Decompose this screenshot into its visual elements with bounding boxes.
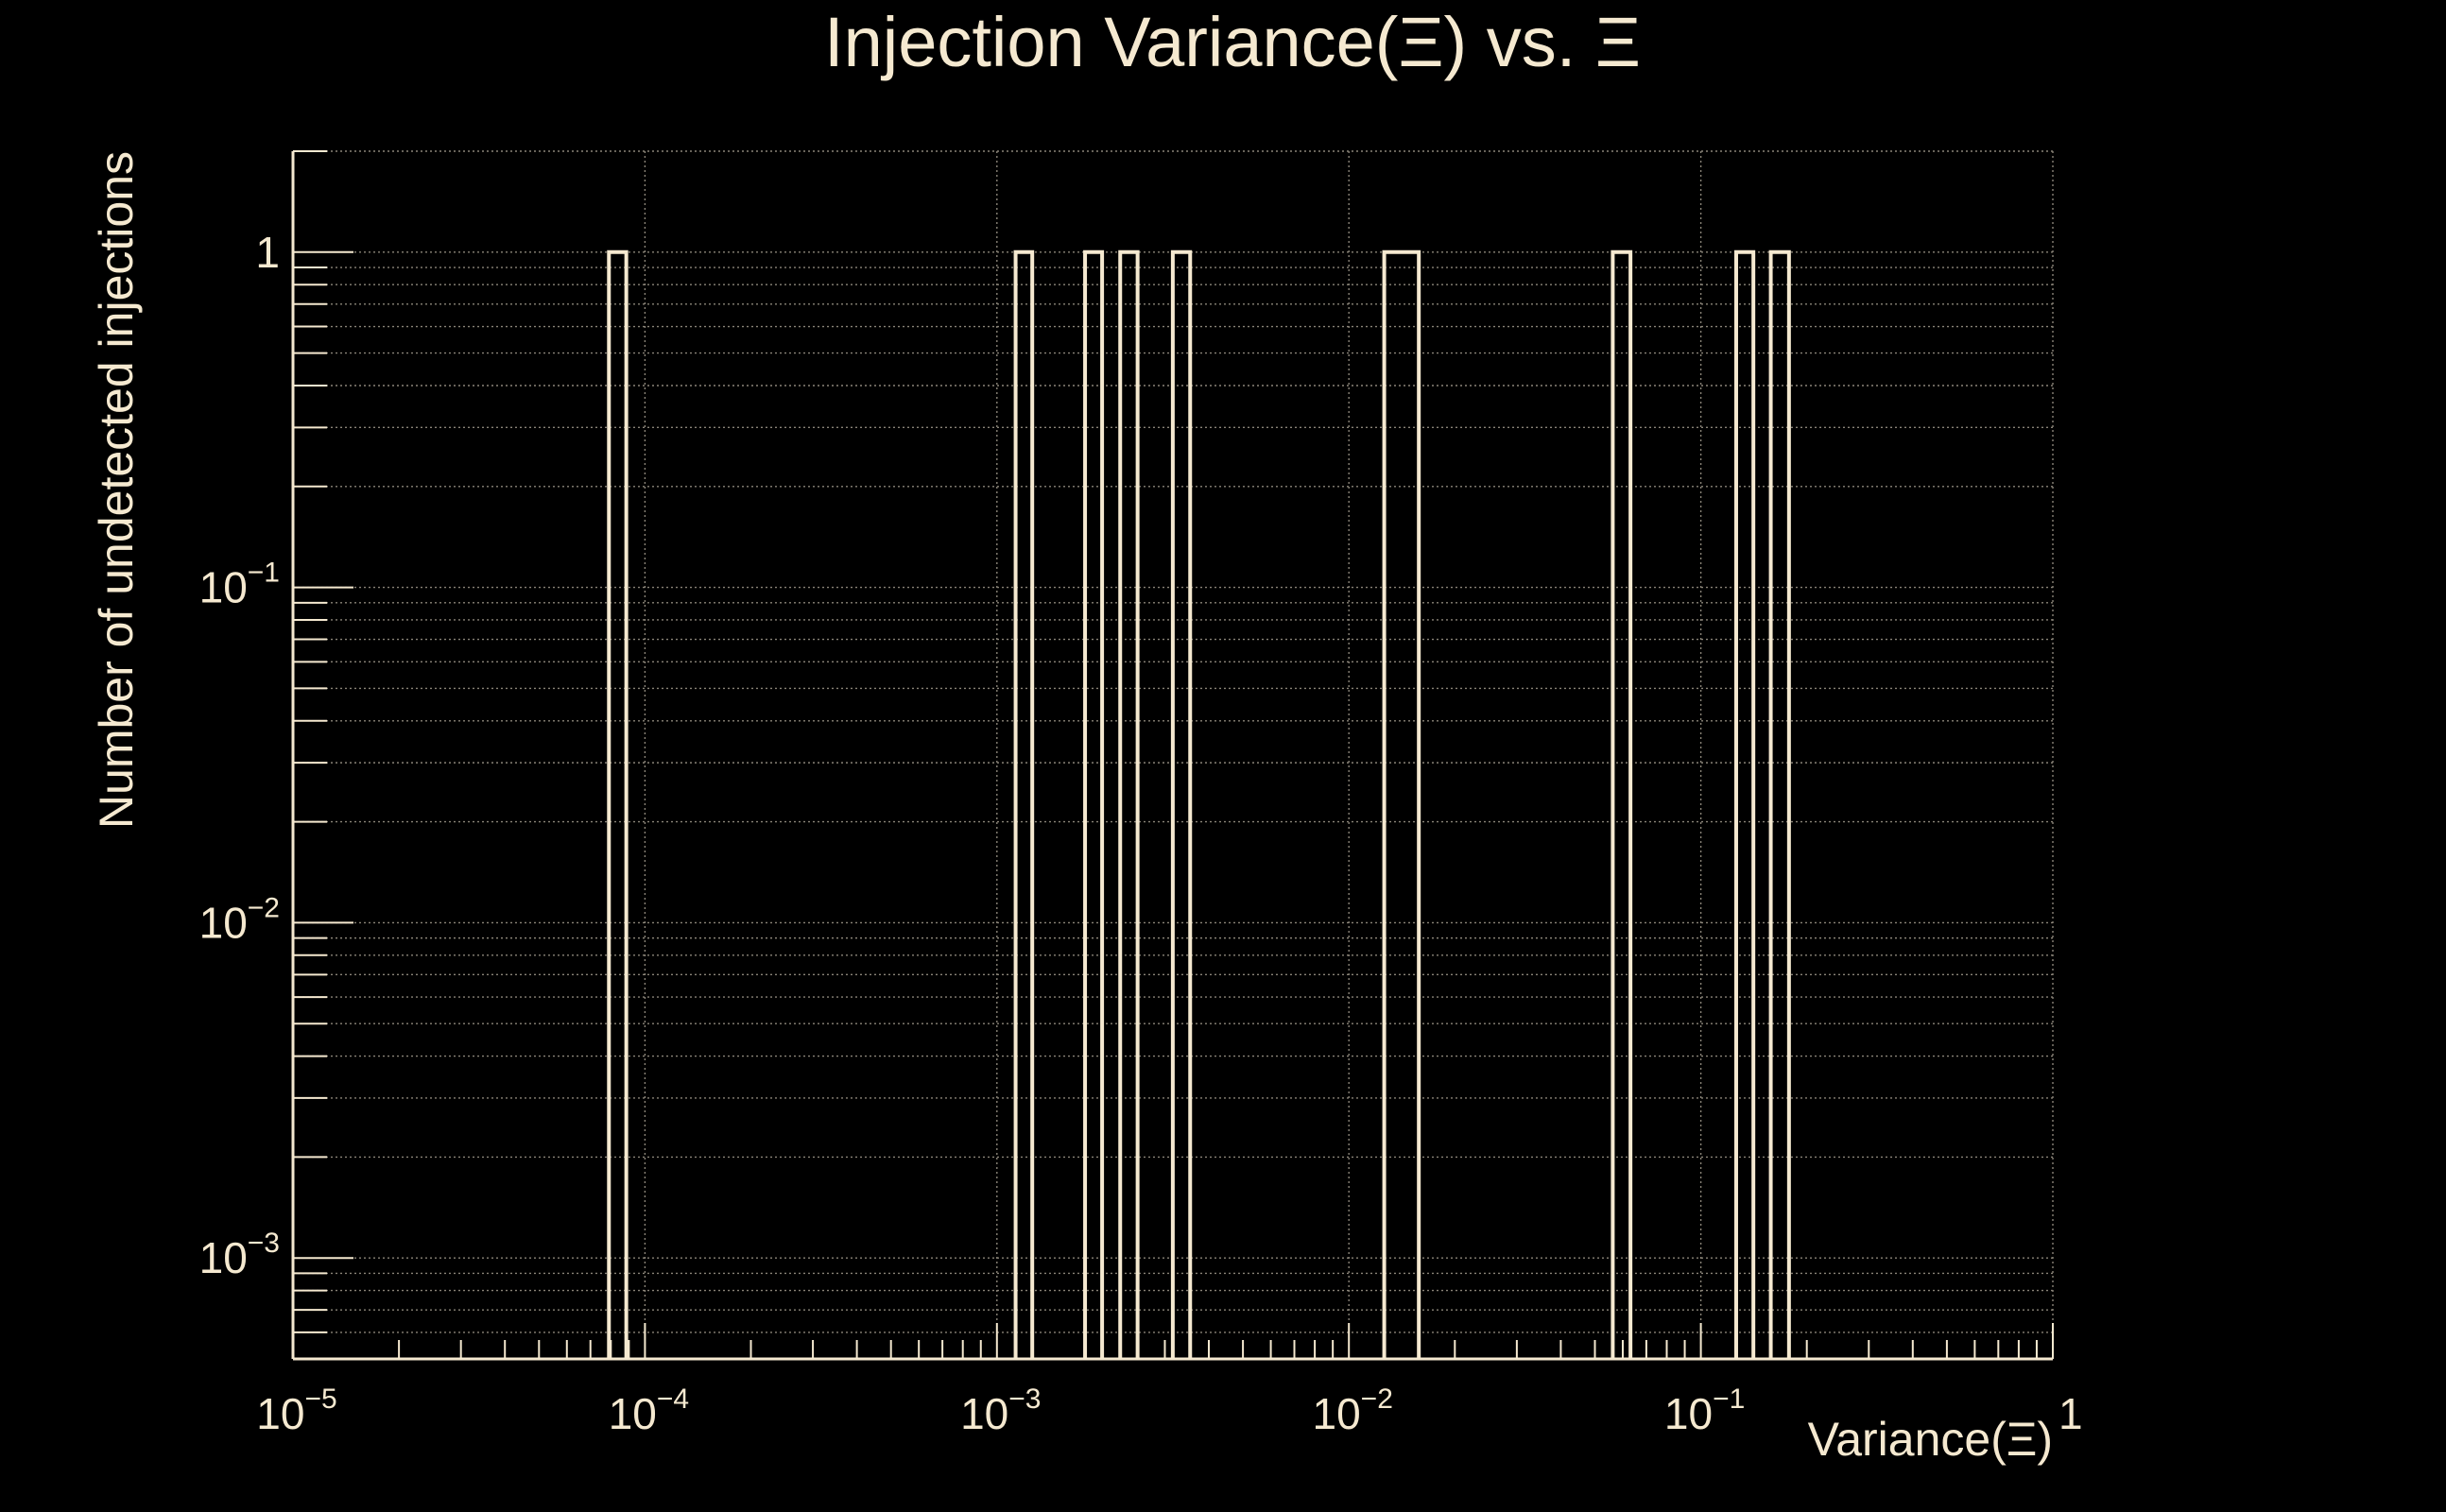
- histogram-bar: [1768, 249, 1791, 1359]
- y-tick-label: 10−1: [199, 558, 280, 612]
- histogram-bar: [1013, 249, 1035, 1359]
- y-tick-label: 1: [255, 228, 280, 277]
- x-tick-label: 10−1: [1664, 1383, 1745, 1438]
- histogram-bar: [1083, 249, 1105, 1359]
- x-tick-label: 10−5: [256, 1383, 336, 1438]
- x-tick-label: 10−2: [1313, 1383, 1393, 1438]
- histogram-bar: [1118, 249, 1140, 1359]
- tick-labels: 10−5 10−4 10−3 10−2 10−1 1 1 10−1 10−2 10−3: [199, 228, 2083, 1438]
- x-tick-label: 10−4: [609, 1383, 689, 1438]
- x-tick-label: 10−3: [960, 1383, 1041, 1438]
- histogram-bars: [607, 249, 1791, 1359]
- x-axis-title: Variance(Ξ): [1808, 1413, 2053, 1466]
- chart-title: Injection Variance(Ξ) vs. Ξ: [824, 3, 1641, 81]
- histogram-bar: [1170, 249, 1193, 1359]
- histogram-bar: [607, 249, 629, 1359]
- histogram-bar: [1382, 249, 1421, 1359]
- y-axis-title: Number of undetected injections: [90, 151, 143, 829]
- y-tick-label: 10−3: [199, 1228, 280, 1282]
- x-tick-label: 1: [2058, 1389, 2083, 1438]
- y-tick-label: 10−2: [199, 892, 280, 947]
- histogram-bar: [1611, 249, 1633, 1359]
- axes: [291, 150, 2054, 1361]
- histogram-bar: [1733, 249, 1756, 1359]
